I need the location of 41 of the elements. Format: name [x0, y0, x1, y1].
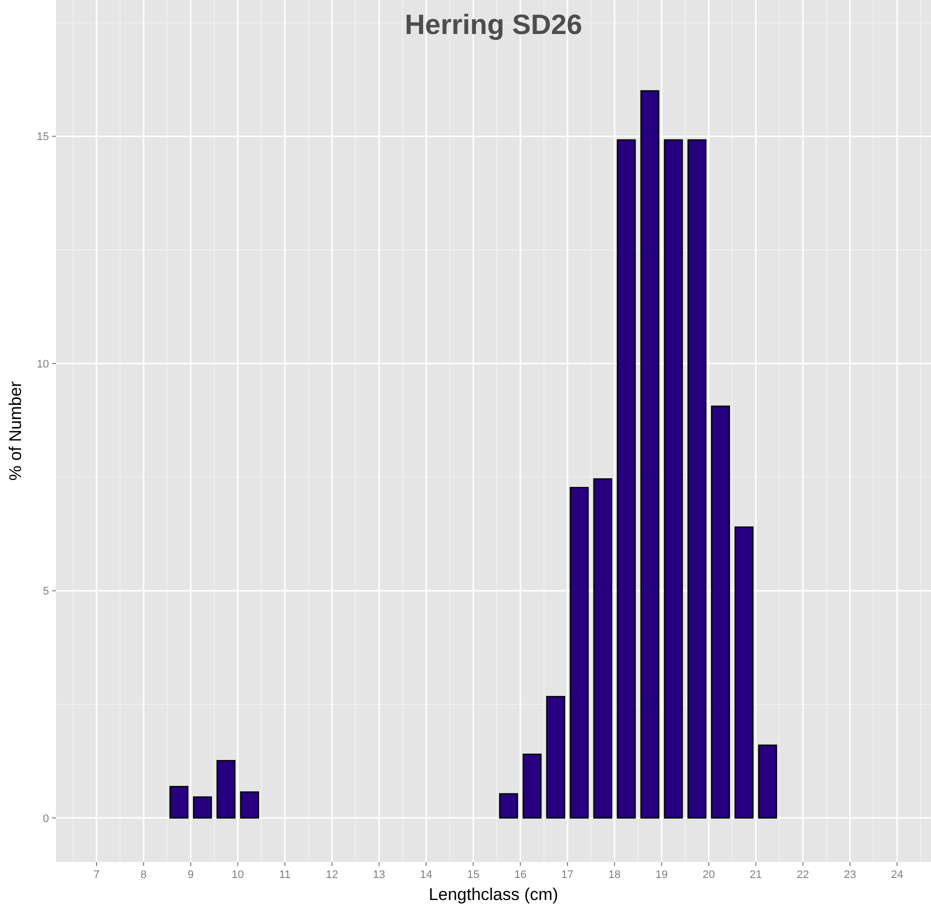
bar: [169, 786, 188, 819]
x-tick-label: 15: [467, 869, 480, 881]
chart-title: Herring SD26: [404, 9, 582, 40]
x-tick-label: 13: [372, 869, 386, 881]
bar: [758, 744, 778, 819]
bar: [711, 406, 730, 819]
bar: [616, 139, 636, 819]
x-tick-label: 19: [656, 869, 668, 881]
x-tick-label: 22: [796, 869, 810, 881]
bar: [593, 478, 612, 819]
y-tick-label: 15: [36, 131, 49, 144]
x-tick-label: 8: [140, 869, 147, 881]
bar: [240, 791, 260, 819]
bar: [499, 793, 518, 819]
x-tick-label: 20: [702, 869, 715, 881]
bar: [664, 139, 683, 819]
bar: [640, 90, 660, 819]
x-tick-label: 7: [93, 869, 100, 881]
bar: [522, 754, 542, 819]
x-tick-label: 23: [844, 869, 856, 881]
x-tick-label: 18: [608, 869, 621, 881]
x-tick-label: 10: [232, 869, 244, 881]
y-tick-label: 0: [42, 812, 49, 825]
bar: [216, 760, 236, 819]
x-tick-label: 14: [420, 869, 432, 881]
x-axis-title: Lengthclass (cm): [428, 885, 558, 904]
x-tick-label: 24: [890, 869, 904, 881]
y-tick-label: 10: [36, 358, 49, 370]
x-tick-label: 21: [750, 869, 762, 881]
bar: [192, 796, 212, 819]
x-tick-label: 11: [279, 869, 291, 881]
x-tick-label: 16: [514, 869, 526, 881]
bar: [734, 526, 754, 819]
x-tick-label: 9: [188, 869, 194, 881]
bar: [687, 139, 706, 819]
x-tick-label: 17: [561, 869, 574, 881]
bar: [570, 486, 589, 819]
y-axis-title: % of Number: [6, 381, 25, 481]
y-tick-label: 5: [42, 586, 49, 598]
x-tick-label: 12: [326, 869, 338, 881]
bar: [546, 696, 566, 819]
